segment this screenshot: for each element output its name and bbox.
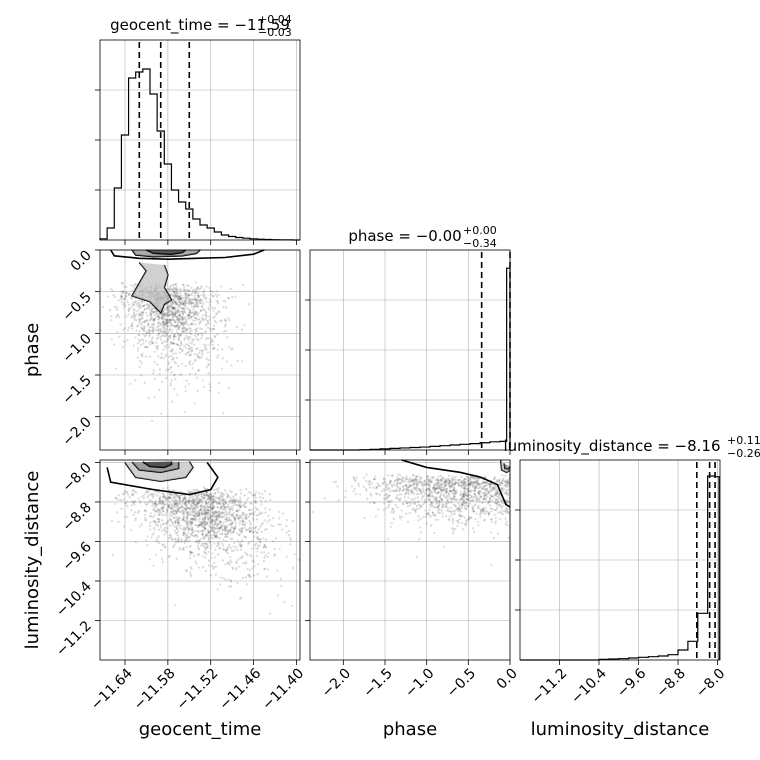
title-geocent-time-minus: −0.03 <box>258 26 292 39</box>
hist-phase-frame <box>309 249 511 451</box>
hist-luminosity-distance-xtick-label: −10.4 <box>568 665 610 707</box>
xlabel-geocent-time: geocent_time <box>139 719 262 740</box>
scatter-geocent-time-luminosity-distance-density <box>142 461 172 468</box>
scatter-phase-luminosity-distance-density <box>504 463 510 469</box>
hist-luminosity-distance-xtick-label: −11.2 <box>529 666 571 708</box>
scatter-phase-luminosity-distance-frame <box>309 459 511 661</box>
scatter-geocent-time-phase-ytick-label: −1.0 <box>59 331 94 366</box>
scatter-geocent-time-luminosity-distance-points <box>110 485 301 615</box>
scatter-geocent-time-luminosity-distance-xtick-label: −11.58 <box>131 666 179 714</box>
title-phase: phase = −0.00 <box>348 227 461 245</box>
scatter-geocent-time-luminosity-distance-ytick-label: −8.0 <box>59 460 94 495</box>
scatter-geocent-time-luminosity-distance-contour <box>106 462 219 496</box>
hist-luminosity-distance-frame <box>519 459 721 661</box>
title-geocent-time-plus: +0.04 <box>258 13 292 26</box>
hist-geocent-time-grid <box>100 40 300 240</box>
hist-luminosity-distance-xtick-label: −9.6 <box>614 665 649 700</box>
scatter-geocent-time-luminosity-distance-grid <box>100 460 300 660</box>
hist-phase-step <box>310 267 511 451</box>
ylabel-phase: phase <box>22 323 43 377</box>
scatter-geocent-time-luminosity-distance-frame <box>99 459 301 661</box>
scatter-phase-luminosity-distance-contour <box>500 459 511 474</box>
scatter-geocent-time-luminosity-distance-xtick-label: −11.52 <box>174 666 222 714</box>
scatter-phase-luminosity-distance-xtick-label: −1.0 <box>402 666 437 701</box>
scatter-geocent-time-phase-grid <box>100 249 300 450</box>
scatter-geocent-time-luminosity-distance-ytick-label: −11.2 <box>53 618 95 660</box>
ylabel-luminosity-distance: luminosity_distance <box>22 471 43 650</box>
scatter-phase-luminosity-distance-xtick-label: −1.5 <box>360 666 395 701</box>
scatter-geocent-time-phase-points <box>99 281 251 422</box>
scatter-geocent-time-luminosity-distance-xtick-label: −11.64 <box>88 665 136 713</box>
title-phase-plus: +0.00 <box>463 224 497 237</box>
title-luminosity-distance-plus: +0.11 <box>727 434 760 447</box>
scatter-phase-luminosity-distance-xtick-label: −0.5 <box>444 666 479 701</box>
scatter-geocent-time-phase-ytick-label: 0.0 <box>68 248 95 275</box>
scatter-geocent-time-phase-frame <box>99 249 301 451</box>
scatter-phase-luminosity-distance-points <box>311 473 512 566</box>
title-luminosity-distance-minus: −0.26 <box>727 447 760 460</box>
scatter-phase-luminosity-distance-xtick-label: 0.0 <box>494 666 521 693</box>
scatter-geocent-time-luminosity-distance-ytick-label: −10.4 <box>53 578 95 620</box>
title-luminosity-distance: luminosity_distance = −8.16 <box>503 437 720 456</box>
xlabel-phase: phase <box>383 719 437 740</box>
scatter-geocent-time-luminosity-distance-contour <box>124 461 194 483</box>
scatter-geocent-time-phase-contour <box>110 249 265 260</box>
scatter-geocent-time-luminosity-distance-xtick-label: −11.46 <box>216 665 264 713</box>
hist-luminosity-distance-grid <box>520 460 720 660</box>
scatter-geocent-time-phase-contour <box>131 249 201 258</box>
scatter-phase-luminosity-distance-contour <box>401 459 511 508</box>
hist-geocent-time-step <box>99 68 300 241</box>
title-geocent-time: geocent_time = −11.59 <box>110 16 290 35</box>
title-phase-minus: −0.34 <box>463 237 497 250</box>
xlabel-luminosity-distance: luminosity_distance <box>531 719 710 740</box>
scatter-geocent-time-phase-density <box>146 250 186 255</box>
scatter-geocent-time-phase-density <box>132 262 172 313</box>
hist-luminosity-distance-xtick-label: −8.8 <box>653 666 688 701</box>
scatter-phase-luminosity-distance-xtick-label: −2.0 <box>319 666 354 701</box>
scatter-geocent-time-phase-ytick-label: −2.0 <box>59 414 94 449</box>
scatter-geocent-time-luminosity-distance-xtick-label: −11.40 <box>259 666 307 714</box>
hist-geocent-time-frame <box>99 39 301 241</box>
hist-luminosity-distance-step <box>520 475 720 661</box>
scatter-geocent-time-phase-ytick-label: −0.5 <box>59 289 94 324</box>
hist-phase-grid <box>310 250 511 450</box>
scatter-geocent-time-luminosity-distance-ytick-label: −9.6 <box>59 539 94 574</box>
hist-luminosity-distance-xtick-label: −8.0 <box>693 666 728 701</box>
scatter-geocent-time-phase-ytick-label: −1.5 <box>59 373 94 408</box>
scatter-geocent-time-luminosity-distance-ytick-label: −8.8 <box>59 499 94 534</box>
